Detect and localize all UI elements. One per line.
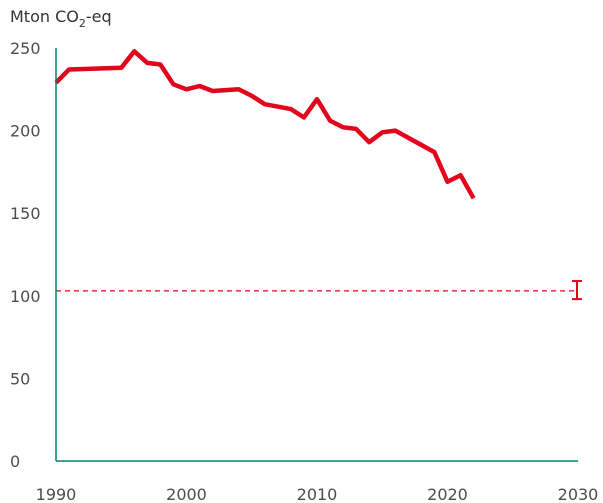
y-tick-label: 250 bbox=[10, 39, 41, 58]
x-tick-label: 2000 bbox=[166, 485, 207, 503]
x-tick-label: 2030 bbox=[558, 485, 599, 503]
x-tick-label: 2010 bbox=[297, 485, 338, 503]
y-tick-label: 0 bbox=[10, 452, 20, 471]
y-tick-label: 200 bbox=[10, 122, 41, 141]
y-unit-subscript: 2 bbox=[79, 17, 86, 30]
y-tick-label: 150 bbox=[10, 204, 41, 223]
x-tick-label: 1990 bbox=[36, 485, 77, 503]
y-unit-main: Mton CO bbox=[10, 7, 79, 26]
x-tick-label: 2020 bbox=[427, 485, 468, 503]
axis-ticks: 0 50 100 150 200 250 1990 2000 2010 2020 2030 bbox=[10, 39, 598, 503]
y-unit-suffix: -eq bbox=[86, 7, 112, 26]
y-axis-unit-label: Mton CO2-eq bbox=[10, 7, 112, 30]
y-tick-label: 50 bbox=[10, 369, 30, 388]
emissions-series-line bbox=[54, 49, 476, 200]
chart-marks bbox=[54, 49, 582, 301]
y-tick-label: 100 bbox=[10, 287, 41, 306]
